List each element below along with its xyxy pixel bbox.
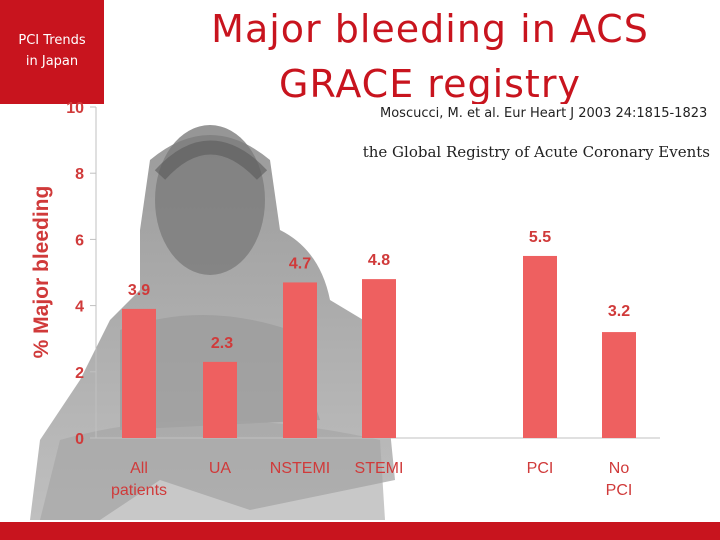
x-tick-label-line: All (130, 460, 148, 477)
chart-subtitle: the Global Registry of Acute Coronary Ev… (362, 143, 710, 161)
data-label: 2.3 (211, 335, 233, 352)
bar-nstemi (283, 282, 317, 438)
x-tick-label: PCI (527, 460, 554, 477)
data-label: 3.9 (128, 282, 150, 299)
bar-pci (523, 255, 557, 438)
chart-bars (122, 255, 636, 438)
data-label: 4.7 (289, 255, 311, 272)
data-label: 3.2 (608, 303, 630, 320)
y-axis-title: % Major bleeding (30, 186, 53, 359)
topic-badge-line2: in Japan (25, 54, 79, 69)
citation: Moscucci, M. et al. Eur Heart J 2003 24:… (380, 106, 708, 121)
x-tick-label-line: PCI (606, 482, 633, 499)
y-tick-label: 2 (75, 365, 84, 382)
bar-no-pci (602, 332, 636, 438)
topic-badge: PCI Trends in Japan (0, 0, 104, 104)
bar-ua (203, 361, 237, 438)
chart-labels: 3.9 All patients 2.3 UA 4.7 NSTEMI 4.8 STEMI 5.5 P… (111, 229, 632, 499)
data-label: 5.5 (529, 229, 551, 246)
y-tick-label: 8 (75, 166, 84, 183)
x-tick-label-line: PCI (527, 460, 554, 477)
x-tick-label: All patients (111, 460, 167, 499)
x-tick-label: NSTEMI (270, 460, 330, 477)
topic-badge-line1: PCI Trends (18, 33, 86, 48)
slide-title-line1: Major bleeding in ACS (211, 7, 649, 51)
y-tick-label: 4 (75, 299, 84, 316)
slide-title-line2: GRACE registry (279, 62, 581, 106)
x-tick-label-line: NSTEMI (270, 460, 330, 477)
slide-title: Major bleeding in ACS GRACE registry (160, 2, 700, 112)
x-tick-label: STEMI (355, 460, 404, 477)
data-label: 4.8 (368, 252, 390, 269)
x-tick-label-line: No (609, 460, 630, 477)
y-tick-label: 6 (75, 232, 84, 249)
x-tick-label: UA (209, 460, 232, 477)
chart-axes: 0 2 4 6 8 10 % Major bleeding (30, 100, 660, 448)
x-tick-label-line: UA (209, 460, 232, 477)
x-tick-label: No PCI (606, 460, 633, 499)
y-tick-label: 0 (75, 431, 84, 448)
x-tick-label-line: patients (111, 482, 167, 499)
bottom-accent-bar (0, 522, 720, 540)
x-tick-label-line: STEMI (355, 460, 404, 477)
bar-stemi (362, 279, 396, 438)
y-tick-label: 10 (66, 100, 84, 117)
bar-all-patients (122, 308, 156, 438)
